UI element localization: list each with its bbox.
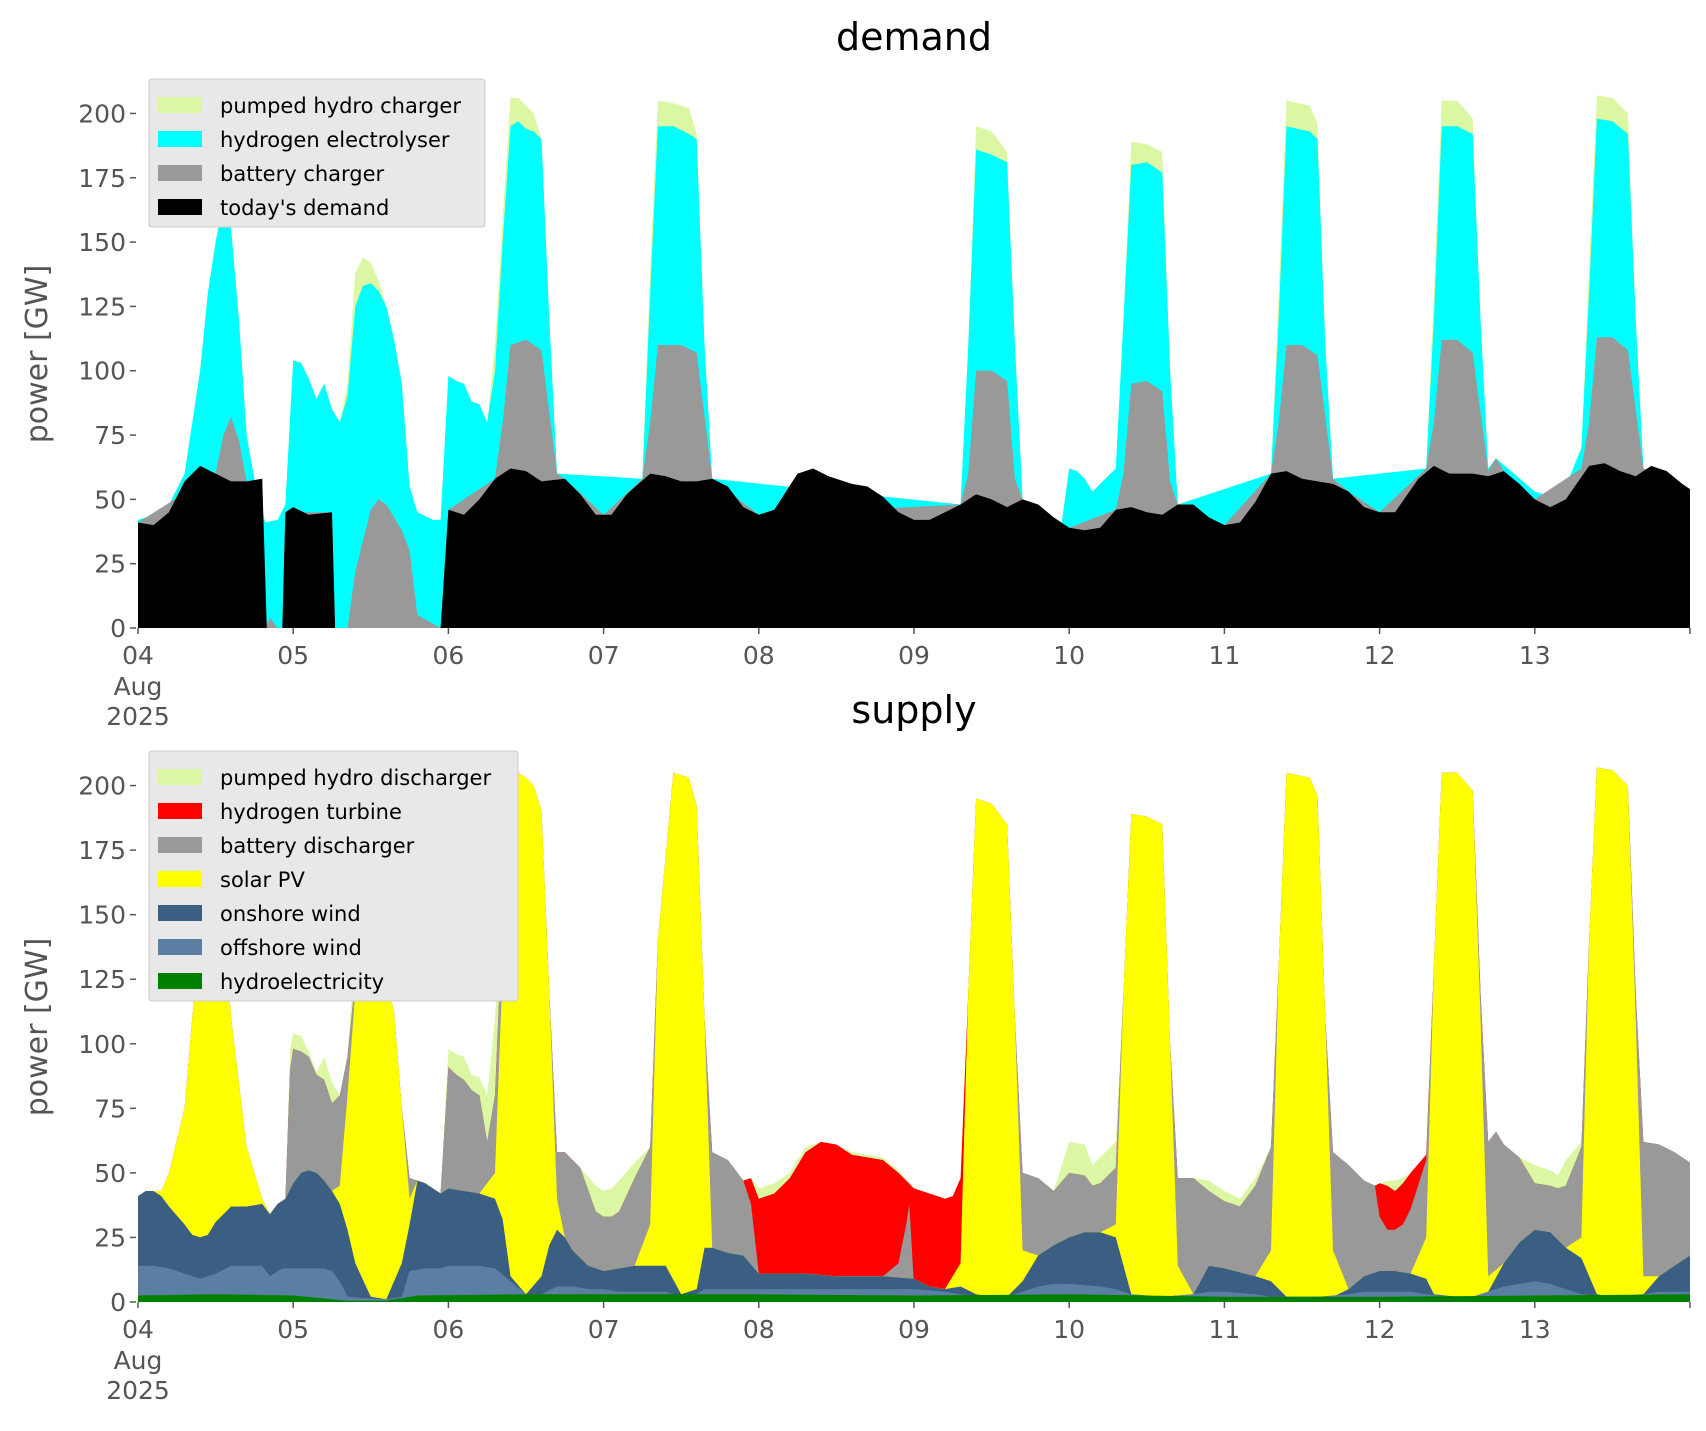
x-tick-label: 11: [1208, 641, 1240, 670]
y-tick-label: 75: [94, 421, 126, 450]
x-tick-year: 2025: [106, 1376, 170, 1405]
legend-label: solar PV: [220, 868, 305, 892]
y-tick-label: 125: [78, 965, 126, 994]
x-tick-month: Aug: [114, 1346, 163, 1375]
x-tick-label: 10: [1053, 1315, 1085, 1344]
x-tick-label: 10: [1053, 641, 1085, 670]
y-axis-label: power [GW]: [20, 265, 55, 444]
legend-label: onshore wind: [220, 902, 361, 926]
y-tick-label: 25: [94, 550, 126, 579]
area-series-group: [138, 95, 1690, 628]
legend-swatch: [158, 769, 202, 785]
y-tick-label: 175: [78, 836, 126, 865]
x-tick-label: 07: [588, 641, 620, 670]
y-tick-label: 25: [94, 1223, 126, 1252]
legend-label: pumped hydro charger: [220, 94, 461, 118]
x-tick-label: 05: [277, 1315, 309, 1344]
legend-swatch: [158, 131, 202, 147]
legend-swatch: [158, 199, 202, 215]
y-tick-label: 150: [78, 901, 126, 930]
legend-label: pumped hydro discharger: [220, 766, 491, 790]
legend-swatch: [158, 973, 202, 989]
y-tick-label: 0: [110, 1288, 126, 1317]
legend-swatch: [158, 837, 202, 853]
x-tick-label: 04: [122, 1315, 154, 1344]
x-tick-label: 09: [898, 1315, 930, 1344]
x-tick-label: 06: [432, 641, 464, 670]
y-tick-label: 200: [78, 99, 126, 128]
legend-swatch: [158, 97, 202, 113]
x-tick-label: 04: [122, 641, 154, 670]
y-tick-label: 150: [78, 228, 126, 257]
x-tick-month: Aug: [114, 672, 163, 701]
legend-label: battery discharger: [220, 834, 415, 858]
legend-label: hydrogen turbine: [220, 800, 402, 824]
y-tick-label: 100: [78, 1030, 126, 1059]
x-tick-label: 06: [432, 1315, 464, 1344]
x-tick-label: 07: [588, 1315, 620, 1344]
legend-swatch: [158, 803, 202, 819]
legend-box: [148, 750, 519, 1002]
x-tick-label: 08: [743, 1315, 775, 1344]
y-tick-label: 100: [78, 357, 126, 386]
y-tick-label: 0: [110, 614, 126, 643]
x-tick-label: 11: [1208, 1315, 1240, 1344]
area-today-s-demand: [138, 463, 1690, 628]
y-tick-label: 175: [78, 164, 126, 193]
legend-swatch: [158, 905, 202, 921]
legend-label: offshore wind: [220, 936, 362, 960]
x-tick-label: 13: [1519, 1315, 1551, 1344]
x-tick-label: 12: [1364, 641, 1396, 670]
legend-swatch: [158, 939, 202, 955]
panel-title: demand: [836, 15, 992, 59]
y-axis-label: power [GW]: [20, 938, 55, 1117]
y-tick-label: 75: [94, 1094, 126, 1123]
y-tick-label: 125: [78, 292, 126, 321]
area-solar-pv: [138, 767, 1690, 1302]
legend-swatch: [158, 871, 202, 887]
x-tick-label: 13: [1519, 641, 1551, 670]
legend-box: [148, 78, 486, 228]
panel-title: supply: [851, 688, 976, 732]
legend-swatch: [158, 165, 202, 181]
x-tick-year: 2025: [106, 702, 170, 731]
area-hydroelectricity: [138, 1294, 1690, 1302]
x-tick-label: 08: [743, 641, 775, 670]
area-series-group: [138, 767, 1690, 1302]
x-tick-label: 09: [898, 641, 930, 670]
x-tick-label: 05: [277, 641, 309, 670]
x-tick-label: 12: [1364, 1315, 1396, 1344]
legend: pumped hydro discharger hydrogen turbine b…: [148, 750, 519, 1002]
y-tick-label: 200: [78, 772, 126, 801]
legend-label: hydrogen electrolyser: [220, 128, 450, 152]
y-tick-label: 50: [94, 1159, 126, 1188]
legend-label: hydroelectricity: [220, 970, 384, 994]
y-tick-label: 50: [94, 485, 126, 514]
legend: pumped hydro charger hydrogen electrolyse…: [148, 78, 486, 228]
legend-label: today's demand: [220, 196, 389, 220]
legend-label: battery charger: [220, 162, 385, 186]
